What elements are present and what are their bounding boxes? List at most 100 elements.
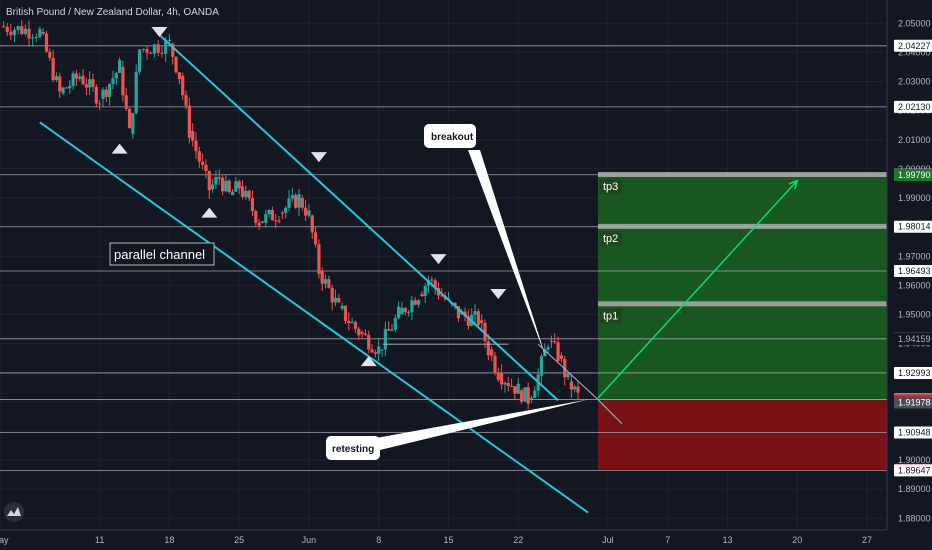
x-tick-label: 7 (665, 535, 670, 545)
x-tick-label: 22 (513, 535, 523, 545)
candle-body (476, 311, 480, 326)
candle-body (556, 342, 560, 361)
candle-body (51, 57, 55, 81)
retest-extension-line (597, 399, 623, 425)
candle-body (453, 302, 457, 307)
price-tag-label: 2.02130 (898, 102, 931, 112)
x-tick-label: 27 (862, 535, 872, 545)
y-tick-label: 1.95000 (898, 310, 931, 320)
candle-body (149, 52, 153, 54)
candle-body (403, 307, 407, 313)
candle-body (280, 212, 284, 214)
price-tag-bg (894, 169, 932, 182)
price-tag-label: 1.92993 (898, 368, 931, 378)
candle-body (284, 207, 288, 213)
candle-body (101, 89, 105, 100)
candle-body (516, 383, 520, 394)
candle-body (446, 297, 451, 300)
candle-body (124, 95, 128, 109)
y-tick-label: 1.88000 (898, 513, 931, 523)
candle-body (347, 320, 351, 324)
candle-body (287, 198, 291, 208)
candle-body (420, 294, 424, 297)
candle-body (141, 48, 145, 50)
candle-body (513, 386, 517, 394)
time-axis-bg (0, 530, 932, 550)
candle-body (313, 232, 318, 245)
candle-body (257, 222, 261, 226)
y-tick-label: 1.89000 (898, 484, 931, 494)
candle-body (410, 300, 414, 313)
candle-body (114, 72, 118, 79)
swing-low-marker (201, 207, 218, 218)
take-profit-label: tp1 (603, 310, 618, 322)
breakout-pointer (468, 150, 547, 359)
candle-body (16, 26, 20, 30)
candle-body (211, 184, 215, 190)
candle-body (327, 279, 331, 288)
price-tag-label: 2.05000 (898, 18, 931, 28)
x-tick-label: Jul (602, 535, 614, 545)
tradingview-logo-circle (4, 502, 24, 522)
y-tick-label: 1.97000 (898, 251, 931, 261)
y-tick-label: 1.90000 (898, 455, 931, 465)
candle-body (117, 60, 122, 73)
horizontal-levels (0, 45, 887, 471)
candle-body (297, 194, 301, 208)
price-tag-bg (894, 220, 932, 233)
candle-body (333, 297, 338, 303)
candle-body (58, 76, 62, 92)
candle-body (220, 177, 225, 192)
candle-body (430, 279, 434, 281)
candles (2, 20, 580, 410)
candle-body (423, 285, 427, 297)
candle-body (390, 329, 394, 331)
candle-body (247, 190, 251, 199)
candle-body (174, 56, 178, 73)
candle-body (84, 84, 88, 88)
candle-body (131, 113, 135, 134)
candle-body (137, 49, 142, 72)
candle-body (337, 297, 341, 303)
candle-body (34, 36, 38, 38)
candle-body (160, 52, 164, 54)
candle-body (91, 79, 95, 87)
retesting-callout: retesting (332, 444, 374, 455)
candle-body (307, 210, 311, 216)
candle-body (267, 209, 271, 215)
candle-body (290, 195, 294, 199)
x-tick-label: 13 (723, 535, 733, 545)
x-tick-label: Jun (302, 535, 317, 545)
candle-body (543, 349, 547, 357)
channel-label: parallel channel (114, 247, 205, 262)
breakout-callout: breakout (431, 132, 474, 143)
candle-body (194, 140, 198, 152)
x-tick-label: May (0, 535, 9, 545)
chart-title: British Pound / New Zealand Dollar, 4h, … (6, 7, 219, 18)
y-tick-label: 1.99000 (898, 193, 931, 203)
candle-body (111, 78, 115, 85)
candle-body (380, 349, 384, 351)
candle-body (108, 84, 112, 97)
candle-body (569, 381, 573, 390)
price-tag-bg (894, 39, 932, 52)
candle-body (343, 305, 348, 321)
candle-body (244, 190, 248, 197)
candle-body (227, 180, 231, 193)
candle-body (164, 40, 168, 54)
candle-body (260, 221, 265, 223)
candle-body (576, 386, 580, 393)
swing-low-marker (360, 356, 377, 367)
candle-body (177, 72, 181, 80)
candle-body (383, 329, 387, 350)
candle-body (320, 270, 324, 284)
candle-body (38, 29, 42, 37)
candle-body (274, 220, 278, 222)
swing-high-marker (430, 254, 447, 265)
stop-loss-zone (597, 400, 887, 470)
candle-body (573, 386, 577, 390)
candle-body (44, 33, 49, 52)
candle-body (553, 341, 557, 343)
x-tick-label: 20 (792, 535, 802, 545)
